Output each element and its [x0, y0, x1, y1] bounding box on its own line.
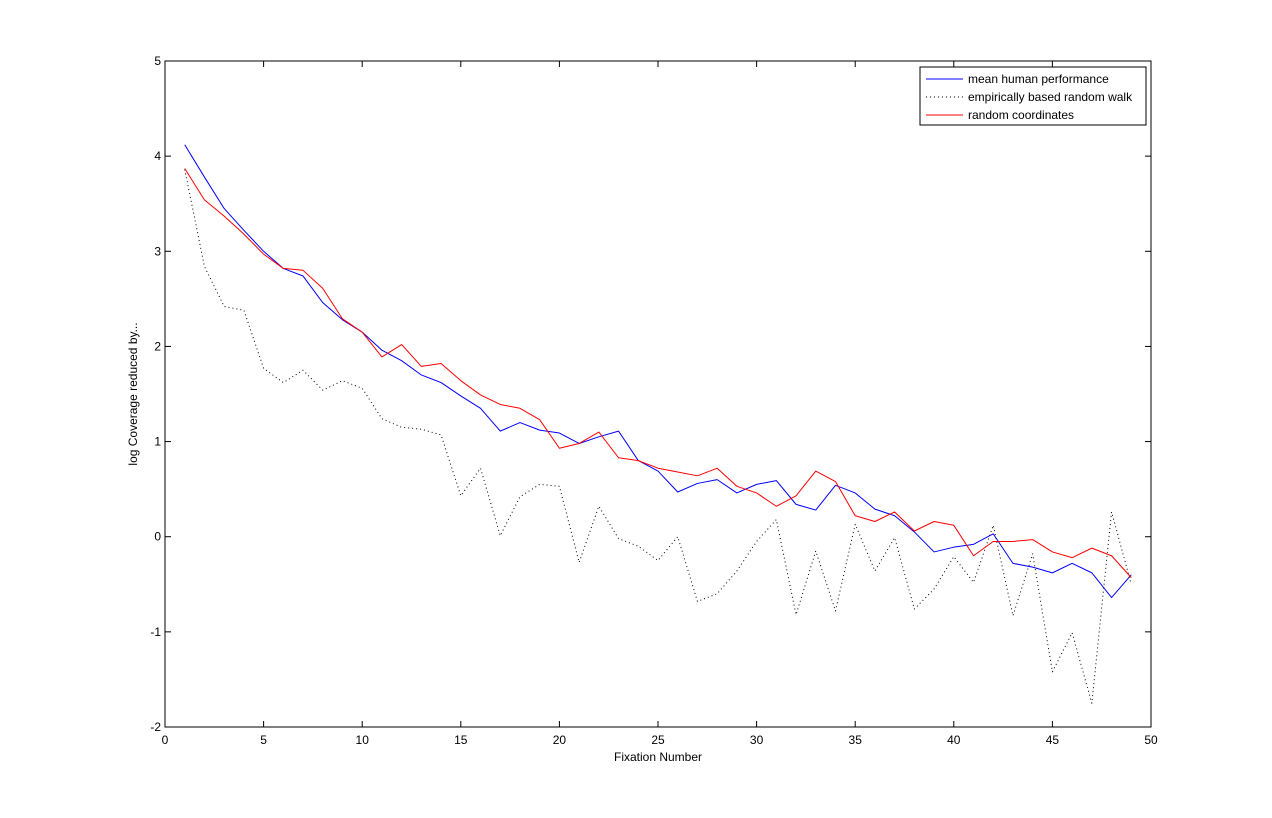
- x-tick-label: 35: [849, 733, 863, 747]
- series-line-0: [184, 144, 1132, 599]
- y-axis-label: log Coverage reduced by...: [126, 322, 140, 465]
- x-tick-label: 30: [750, 733, 764, 747]
- legend-item-random-walk: empirically based random walk: [926, 90, 1133, 104]
- x-tick-label: 45: [1046, 733, 1060, 747]
- y-tick-label: 1: [154, 435, 161, 449]
- x-axis: 0 5 10 15 20 25 30 35 40 45 50: [162, 61, 1158, 747]
- y-tick-label: 4: [154, 149, 161, 163]
- y-tick-label: -2: [150, 720, 161, 734]
- y-tick-label: 3: [154, 244, 161, 258]
- x-axis-label: Fixation Number: [614, 750, 702, 764]
- x-tick-label: 20: [553, 733, 567, 747]
- legend-label-random-coordinates: random coordinates: [968, 108, 1074, 122]
- x-tick-label: 5: [260, 733, 267, 747]
- y-tick-label: 2: [154, 339, 161, 353]
- y-tick-label: 5: [154, 54, 161, 68]
- y-axis: -2 -1 0 1 2 3 4 5: [150, 54, 1151, 734]
- x-tick-label: 0: [162, 733, 169, 747]
- x-tick-label: 40: [947, 733, 961, 747]
- legend-item-mean-human: mean human performance: [926, 72, 1109, 86]
- y-tick-label: 0: [154, 530, 161, 544]
- legend-item-random-coordinates: random coordinates: [926, 108, 1074, 122]
- plot-area: [165, 61, 1151, 727]
- x-tick-label: 50: [1144, 733, 1158, 747]
- legend: mean human performance empirically based…: [919, 66, 1147, 126]
- x-tick-label: 10: [356, 733, 370, 747]
- series-line-2: [184, 168, 1132, 578]
- x-tick-label: 15: [454, 733, 468, 747]
- legend-label-random-walk: empirically based random walk: [968, 90, 1133, 104]
- legend-label-mean-human: mean human performance: [968, 72, 1109, 86]
- series-layer: [184, 144, 1132, 704]
- x-tick-label: 25: [651, 733, 665, 747]
- y-tick-label: -1: [150, 625, 161, 639]
